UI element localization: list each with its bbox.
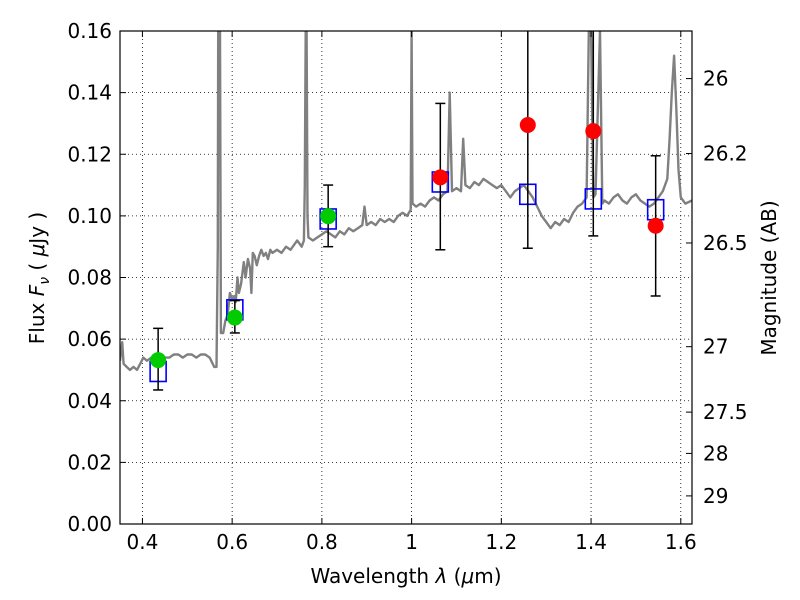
- observed-red-point-0: [432, 169, 449, 186]
- y2-tick-label-3: 27: [703, 335, 728, 359]
- y2-tick-label-1: 26.2: [703, 142, 748, 166]
- y2-tick-label-2: 26.5: [703, 231, 748, 255]
- grid: [120, 30, 692, 525]
- y2-tick-label-0: 26: [703, 67, 728, 91]
- axis-ticks: 0.4 0.6 0.8 1 1.2 1.4 1.6 0.00 0.02 0.04 0.06 0.08 0…: [67, 19, 747, 554]
- y-tick-label-2: 0.04: [67, 389, 112, 413]
- y2-tick-label-6: 29: [703, 484, 728, 508]
- observed-green-point-1: [226, 309, 243, 326]
- x-axis-title: Wavelength λ (μm): [310, 564, 501, 588]
- plot-frame: [119, 30, 693, 525]
- y2-tick-label-4: 27.5: [703, 400, 748, 424]
- observed-red-point-2: [585, 123, 602, 140]
- x-tick-label-4: 1.2: [485, 530, 517, 554]
- x-tick-label-2: 0.8: [306, 530, 338, 554]
- y-tick-label-7: 0.14: [67, 81, 112, 105]
- x-tick-label-3: 1: [405, 530, 418, 554]
- y-tick-label-0: 0.00: [67, 512, 112, 536]
- y-tick-label-1: 0.02: [67, 450, 112, 474]
- x-tick-label-0: 0.4: [127, 530, 159, 554]
- model-spectrum-line: [120, 31, 692, 372]
- y-axis-title: Flux Fν ( μJy ): [25, 212, 53, 344]
- y-tick-label-5: 0.10: [67, 204, 112, 228]
- x-tick-label-5: 1.4: [575, 530, 607, 554]
- plot-series: [120, 31, 692, 391]
- x-tick-label-6: 1.6: [665, 530, 697, 554]
- observed-green-point-0: [150, 352, 167, 369]
- y2-tick-label-5: 28: [703, 441, 728, 465]
- observed-red-point-3: [647, 217, 664, 234]
- y-tick-label-3: 0.06: [67, 327, 112, 351]
- y2-axis-title: Magnitude (AB): [757, 200, 781, 355]
- x-tick-label-1: 0.6: [216, 530, 248, 554]
- observed-green-point-2: [320, 208, 337, 225]
- y-tick-label-4: 0.08: [67, 266, 112, 290]
- y-tick-label-6: 0.12: [67, 142, 112, 166]
- y-tick-label-8: 0.16: [67, 19, 112, 43]
- observed-red-point-1: [519, 116, 536, 133]
